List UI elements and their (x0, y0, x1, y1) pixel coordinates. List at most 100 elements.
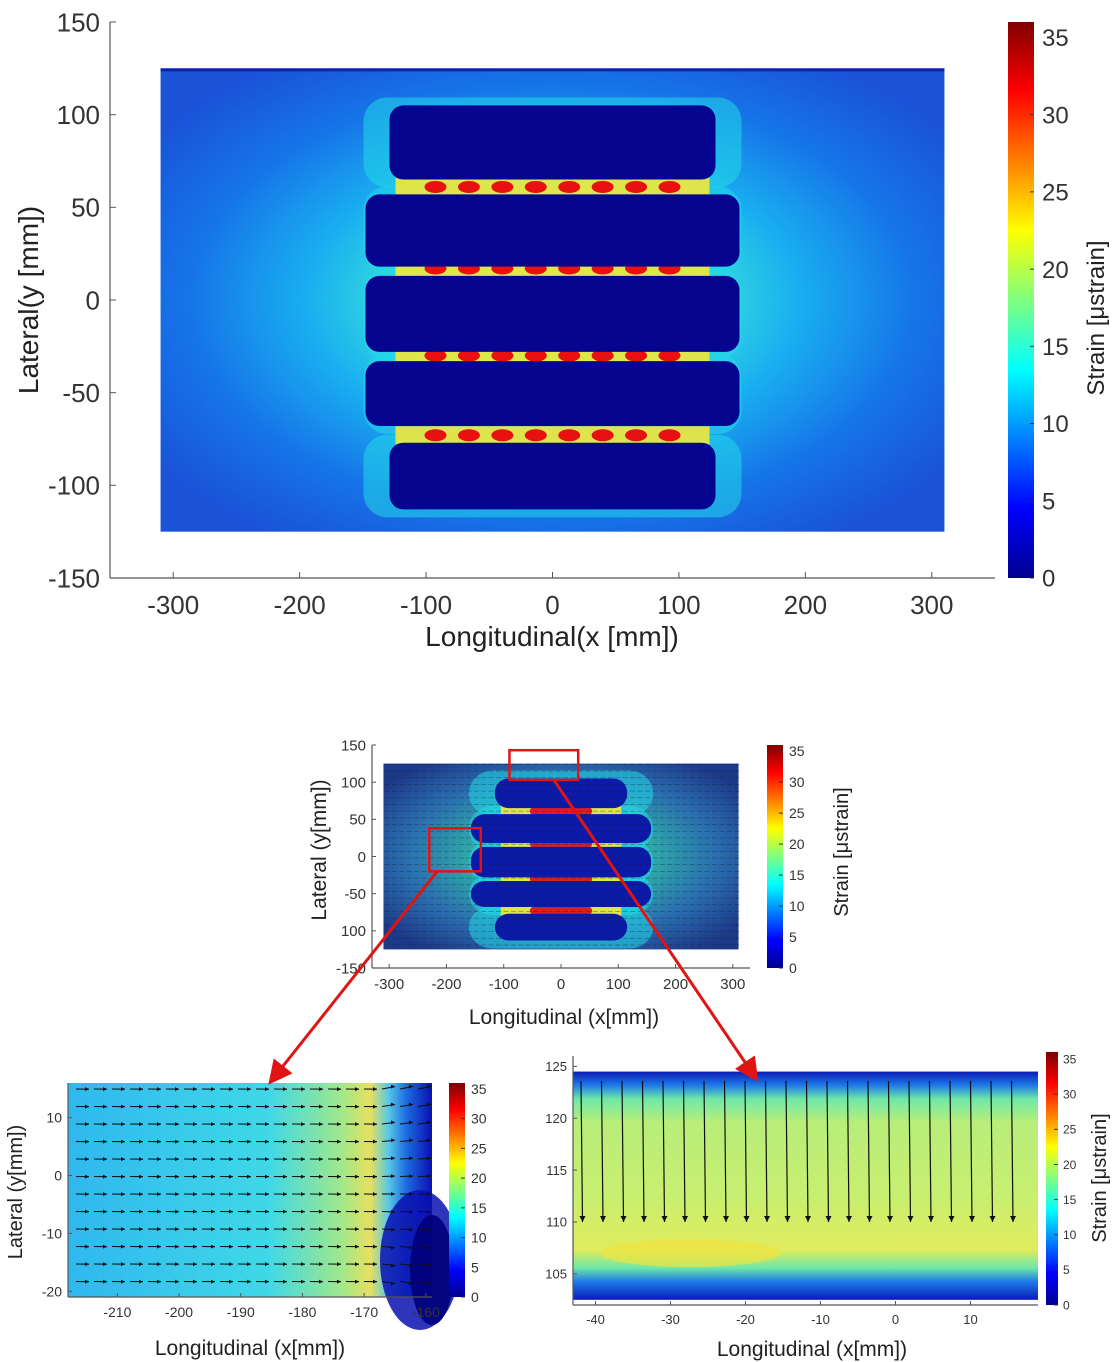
vector-arrow-head (139, 1157, 143, 1162)
zoom-box-left (428, 827, 483, 873)
vector-arrow-head (229, 1279, 233, 1284)
vector-arrow-head (337, 1174, 341, 1179)
vector-arrow-head (157, 1279, 161, 1284)
vector-arrow-head (427, 1156, 431, 1161)
y-tick-label: -50 (344, 886, 366, 903)
vector-arrow (764, 1080, 768, 1223)
y-tick-label: 115 (546, 1163, 567, 1178)
x-tick-label: 200 (784, 590, 827, 620)
vector-arrow-head (193, 1122, 197, 1127)
strain-hotspot (658, 180, 681, 193)
vector-arrow-head (85, 1244, 89, 1249)
zoom-connectors (268, 779, 759, 1085)
vector-arrow-head (409, 1192, 413, 1196)
vector-arrow-head (579, 1216, 586, 1222)
colorbar-tick-label: 0 (471, 1289, 479, 1305)
vector-arrow-head (319, 1122, 323, 1127)
vector-arrow-head (337, 1262, 341, 1267)
main-colorbar: 0 5 10 15 20 25 30 35 (1008, 22, 1069, 593)
vector-arrow-head (283, 1122, 287, 1127)
vector-arrow (846, 1080, 850, 1223)
x-tick-label: 100 (606, 976, 631, 993)
vector-arrow-head (355, 1262, 359, 1267)
colorbar-gradient (1008, 22, 1034, 578)
vector-arrow-head (157, 1157, 161, 1162)
vector-arrow-head (283, 1104, 287, 1109)
vector-arrow-head (702, 1216, 709, 1222)
vector-arrow-head (969, 1216, 975, 1222)
vector-arrow-head (620, 1216, 627, 1222)
vector-arrow (703, 1080, 707, 1223)
x-tick-label: -30 (661, 1312, 680, 1327)
vector-arrow-head (355, 1139, 359, 1144)
vector-arrow-head (784, 1216, 791, 1222)
x-tick-label: -300 (147, 590, 199, 620)
vector-arrow-head (373, 1192, 377, 1197)
vector-arrow-head (301, 1087, 305, 1092)
x-tick-label: 0 (892, 1312, 899, 1327)
vector-arrow-head (103, 1157, 107, 1162)
vector-arrow-head (265, 1262, 269, 1267)
vector-arrow (1010, 1080, 1014, 1223)
vector-arrow-head (193, 1104, 197, 1109)
vector-arrow-head (211, 1227, 215, 1232)
x-tick-label: 200 (663, 976, 688, 993)
vector-arrow (990, 1080, 994, 1223)
vector-arrow-head (427, 1174, 431, 1179)
vector-arrow-head (427, 1192, 431, 1196)
zoom-right-strain-field (573, 1071, 1038, 1300)
y-tick-label: 125 (545, 1059, 567, 1074)
vector-arrow-head (355, 1122, 359, 1127)
vector-arrow-head (319, 1174, 323, 1179)
zoom-left-axes: -210 -200 -190 -180 -170 -160 -20 -10 0 10 (42, 1083, 440, 1320)
strain-hotspot (558, 429, 581, 442)
vector-arrow-head (229, 1244, 233, 1249)
x-tick-label: -100 (400, 590, 452, 620)
y-tick-label: 150 (341, 737, 366, 754)
vector-arrow-head (121, 1104, 125, 1109)
vector-arrow-head (319, 1244, 323, 1249)
vector-arrow-head (409, 1209, 413, 1214)
vector-arrow-head (247, 1279, 251, 1284)
vector-arrow-head (337, 1244, 341, 1249)
vector-arrow-head (283, 1279, 287, 1284)
vector-arrow-head (103, 1279, 107, 1284)
y-tick-label: 110 (546, 1215, 567, 1230)
vector-arrow-head (247, 1157, 251, 1162)
vector-arrow-head (139, 1262, 143, 1267)
vector-arrow-head (337, 1104, 341, 1109)
colorbar-gradient (449, 1083, 465, 1297)
vector-arrow-head (641, 1216, 647, 1222)
vector-arrow-head (139, 1192, 143, 1197)
vector-arrow-head (391, 1245, 395, 1250)
vector-arrow-head (661, 1216, 668, 1222)
vector-arrow-head (247, 1192, 251, 1197)
strain-hotspot (491, 180, 514, 193)
y-tick-label: 100 (57, 100, 100, 130)
x-tick-label: -160 (412, 1304, 440, 1320)
vector-arrow-head (427, 1102, 431, 1107)
vector-arrow-head (157, 1209, 161, 1214)
colorbar-tick-label: 15 (789, 867, 805, 883)
vector-arrow-head (337, 1122, 341, 1127)
vector-arrow-head (175, 1087, 179, 1092)
y-tick-label: 120 (545, 1111, 567, 1126)
strain-hotspot (457, 349, 480, 362)
vector-arrow (867, 1080, 871, 1223)
x-tick-label: 0 (545, 590, 559, 620)
vector-arrow-head (355, 1104, 359, 1109)
vector-arrow-head (121, 1209, 125, 1214)
main-axes: -300 -200 -100 0 100 200 300 -150 -100 -50 0 50 100 1… (48, 7, 995, 620)
vector-arrow-head (391, 1120, 395, 1125)
vector-arrow-head (743, 1216, 750, 1222)
vector-arrow-head (373, 1262, 377, 1267)
vector-arrow-head (175, 1244, 179, 1249)
vector-arrow-head (211, 1244, 215, 1249)
vector-arrow-head (283, 1192, 287, 1197)
y-tick-label: 105 (545, 1267, 567, 1282)
strain-hotspot (558, 349, 581, 362)
vector-arrow-head (373, 1122, 377, 1127)
vector-arrow-head (409, 1227, 413, 1232)
colorbar-tick-label: 25 (1063, 1123, 1077, 1137)
vector-arrow-head (846, 1216, 852, 1222)
